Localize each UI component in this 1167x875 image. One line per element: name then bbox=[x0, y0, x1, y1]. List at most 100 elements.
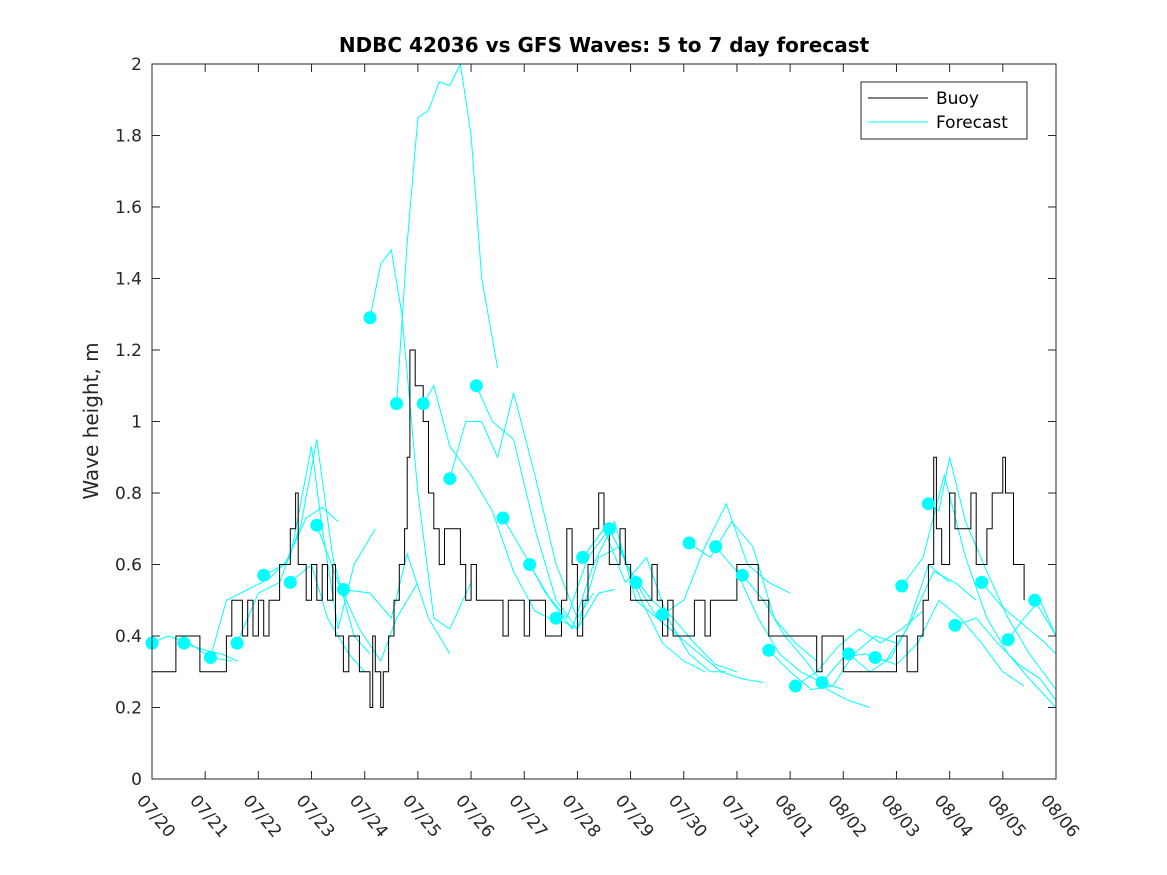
forecast-start-point-25 bbox=[815, 676, 829, 689]
forecast-start-point-19 bbox=[656, 608, 669, 621]
forecast-start-point-33 bbox=[1028, 593, 1042, 607]
forecast-line-10 bbox=[422, 384, 557, 623]
forecast-lines bbox=[152, 64, 1056, 708]
forecast-start-point-15 bbox=[549, 611, 563, 625]
y-tick-label-3: 0.6 bbox=[115, 556, 142, 576]
x-tick-label-11: 07/31 bbox=[717, 791, 764, 841]
y-tick-label-7: 1.4 bbox=[115, 270, 142, 290]
x-tick-label-17: 08/06 bbox=[1036, 791, 1083, 841]
forecast-line-9 bbox=[396, 64, 499, 404]
forecast-line-29 bbox=[928, 457, 1056, 690]
forecast-line-27 bbox=[875, 599, 1025, 687]
buoy-line bbox=[152, 349, 1025, 708]
forecast-start-point-5 bbox=[283, 575, 297, 589]
forecast-line-28 bbox=[901, 473, 1056, 708]
legend: Buoy Forecast bbox=[860, 81, 1028, 140]
forecast-start-point-17 bbox=[602, 522, 616, 536]
forecast-line-11 bbox=[449, 392, 594, 620]
y-tick-label-0: 0 bbox=[131, 770, 142, 790]
plot-frame bbox=[151, 63, 1057, 780]
x-tick-label-12: 08/01 bbox=[770, 791, 817, 841]
x-tick-label-3: 07/23 bbox=[292, 791, 339, 841]
legend-buoy-label: Buoy bbox=[936, 89, 979, 109]
forecast-start-point-21 bbox=[709, 540, 723, 554]
x-tick-label-6: 07/26 bbox=[451, 791, 498, 841]
y-tick-label-6: 1.2 bbox=[115, 341, 142, 361]
y-tick-label-2: 0.4 bbox=[115, 627, 142, 647]
forecast-start-point-18 bbox=[629, 575, 643, 589]
buoy-series-line bbox=[152, 349, 1025, 708]
x-tick-label-1: 07/21 bbox=[185, 791, 232, 841]
y-axis: 0 0.2 0.4 0.6 0.8 1 1.2 1.4 1.6 1.8 2 bbox=[115, 55, 1056, 790]
y-tick-label-9: 1.8 bbox=[115, 127, 142, 147]
forecast-start-point-9 bbox=[390, 397, 404, 411]
forecast-start-point-20 bbox=[682, 536, 696, 550]
forecast-line-22 bbox=[741, 574, 871, 708]
forecast-line-32 bbox=[1007, 599, 1056, 640]
forecast-start-point-11 bbox=[443, 472, 457, 486]
forecast-line-3 bbox=[236, 439, 371, 655]
forecast-line-18 bbox=[635, 582, 764, 683]
forecast-start-point-6 bbox=[310, 518, 324, 532]
forecast-start-point-12 bbox=[469, 379, 483, 393]
forecast-start-point-4 bbox=[257, 568, 271, 582]
forecast-line-30 bbox=[954, 617, 1056, 701]
y-tick-label-8: 1.6 bbox=[115, 198, 142, 218]
x-tick-label-13: 08/02 bbox=[823, 791, 870, 841]
forecast-line-33 bbox=[1034, 600, 1056, 637]
forecast-start-point-31 bbox=[975, 575, 989, 589]
x-tick-label-8: 07/28 bbox=[558, 791, 605, 841]
forecast-start-point-10 bbox=[416, 397, 430, 411]
forecast-line-31 bbox=[981, 582, 1056, 655]
forecast-line-5 bbox=[289, 563, 366, 673]
forecast-start-point-23 bbox=[762, 643, 776, 657]
x-tick-label-7: 07/27 bbox=[504, 791, 551, 841]
forecast-start-point-13 bbox=[496, 511, 510, 525]
forecast-start-point-16 bbox=[576, 550, 590, 564]
forecast-start-point-8 bbox=[363, 311, 377, 325]
forecast-line-20 bbox=[688, 520, 818, 662]
forecast-line-0 bbox=[152, 635, 232, 662]
forecast-line-2 bbox=[210, 446, 376, 658]
forecast-line-21 bbox=[715, 546, 844, 691]
forecast-line-23 bbox=[768, 635, 897, 691]
forecast-line-24 bbox=[795, 610, 924, 687]
forecast-start-point-1 bbox=[177, 636, 191, 650]
forecast-start-point-22 bbox=[735, 568, 749, 582]
x-tick-label-16: 08/05 bbox=[983, 791, 1030, 841]
y-tick-label-10: 2 bbox=[131, 55, 142, 75]
y-axis-label: Wave height, m bbox=[79, 342, 103, 499]
x-tick-label-2: 07/22 bbox=[239, 791, 286, 841]
y-tick-label-4: 0.8 bbox=[115, 484, 142, 504]
x-tick-label-5: 07/25 bbox=[398, 791, 445, 841]
y-tick-label-5: 1 bbox=[131, 413, 142, 433]
forecast-start-point-29 bbox=[921, 497, 935, 511]
x-tick-label-14: 08/03 bbox=[877, 791, 924, 841]
forecast-line-14 bbox=[529, 520, 679, 637]
forecast-line-6 bbox=[316, 525, 419, 663]
x-tick-label-15: 08/04 bbox=[930, 791, 977, 841]
legend-box bbox=[860, 81, 1028, 140]
x-tick-label-9: 07/29 bbox=[611, 791, 658, 841]
x-axis: 07/20 07/21 07/22 07/23 07/24 07/25 07/26 07/27… bbox=[132, 64, 1083, 842]
forecast-start-point-2 bbox=[204, 651, 217, 664]
forecast-start-point-7 bbox=[336, 583, 350, 596]
forecast-line-8 bbox=[369, 248, 472, 630]
forecast-line-12 bbox=[475, 385, 615, 630]
forecast-line-19 bbox=[662, 502, 791, 615]
forecast-start-point-3 bbox=[230, 636, 244, 650]
forecast-line-4 bbox=[263, 506, 339, 576]
x-tick-label-10: 07/30 bbox=[664, 791, 711, 841]
forecast-start-point-24 bbox=[788, 679, 802, 693]
forecast-line-25 bbox=[821, 563, 950, 683]
forecast-start-point-14 bbox=[523, 558, 537, 571]
forecast-start-point-30 bbox=[948, 618, 962, 632]
x-tick-label-4: 07/24 bbox=[345, 791, 392, 841]
x-tick-label-0: 07/20 bbox=[132, 791, 179, 841]
y-tick-label-1: 0.2 bbox=[115, 699, 142, 719]
forecast-start-markers bbox=[145, 311, 1042, 693]
forecast-start-point-26 bbox=[842, 647, 856, 661]
legend-forecast-label: Forecast bbox=[936, 113, 1008, 133]
forecast-start-point-32 bbox=[1001, 633, 1015, 647]
